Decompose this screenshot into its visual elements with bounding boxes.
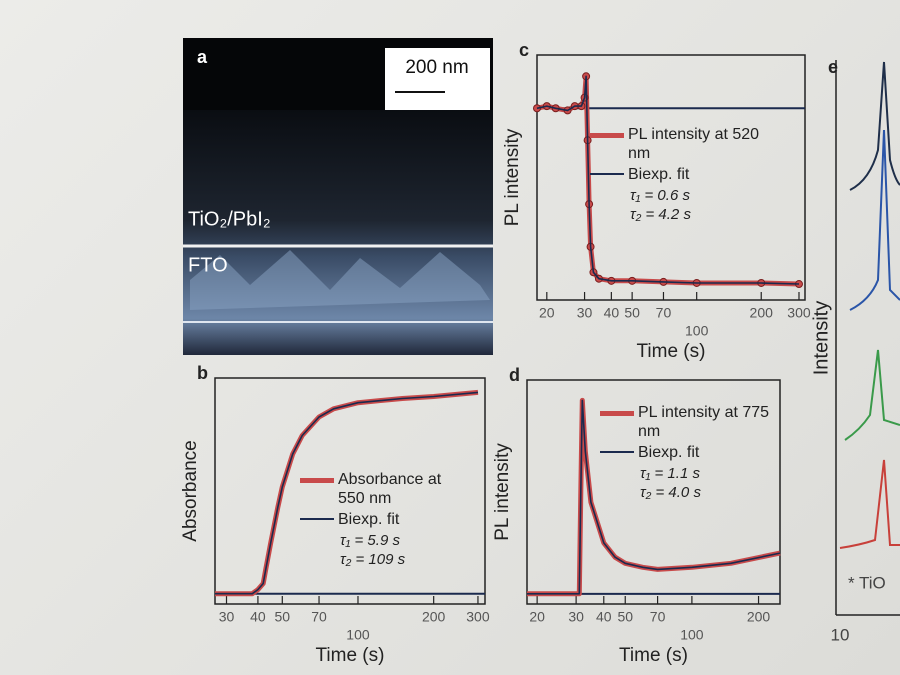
legend-swatch (600, 411, 634, 416)
x-tick-label: 100 (680, 627, 704, 643)
annotation: τ₁ = 5.9 s (340, 532, 400, 549)
sem-texture (183, 110, 493, 355)
x-tick-label: 40 (250, 609, 266, 625)
y-axis-label: PL intensity (492, 443, 513, 541)
trace (844, 349, 900, 441)
x-tick-label: 200 (750, 305, 774, 321)
legend-fragment: * TiO (848, 573, 886, 592)
x-tick-label: 70 (650, 609, 666, 625)
legend-swatch (590, 133, 624, 138)
legend-label: PL intensity at 520 nm (628, 126, 760, 162)
legend-entry: Biexp. fit (600, 443, 770, 462)
legend: PL intensity at 775 nm Biexp. fit τ₁ = 1.1… (600, 403, 770, 502)
trace (849, 61, 900, 191)
plot-frame (526, 379, 781, 605)
plot-frame (536, 54, 806, 301)
y-axis-label: PL intensity (502, 128, 523, 226)
x-tick-label: 50 (274, 609, 290, 625)
legend-swatch (590, 173, 624, 175)
sem-crystals (190, 250, 490, 310)
trace (849, 129, 900, 311)
panel-label: a (197, 47, 208, 67)
scale-bar-label: 200 nm (405, 57, 468, 78)
x-tick-label: 200 (422, 609, 446, 625)
legend: PL intensity at 520 nm Biexp. fit τ₁ = 0.6… (590, 125, 780, 224)
legend-entry: PL intensity at 520 nm (590, 125, 780, 163)
layer-label: FTO (188, 254, 228, 276)
x-tick-label: 300 (466, 609, 490, 625)
panel-label: c (519, 40, 529, 60)
x-tick-label: 70 (656, 305, 672, 321)
annotation: τ₂ = 4.0 s (640, 484, 701, 501)
plot-frame (214, 377, 486, 605)
x-tick-label: 100 (685, 323, 709, 339)
trace (839, 459, 900, 549)
y-axis-label: Absorbance (180, 440, 201, 541)
legend-swatch (600, 451, 634, 453)
legend-entry: Absorbance at 550 nm (300, 470, 460, 508)
x-tick-label: 40 (596, 609, 612, 625)
x-tick-label: 30 (568, 609, 584, 625)
legend-entry: Biexp. fit (590, 165, 780, 184)
legend-swatch (300, 518, 334, 520)
legend-label: Biexp. fit (338, 511, 400, 528)
legend-label: PL intensity at 775 nm (638, 404, 770, 440)
x-tick-label: 20 (539, 305, 555, 321)
x-axis-label: Time (s) (316, 645, 385, 666)
series-line (527, 399, 781, 595)
panel-label: d (509, 365, 520, 385)
layer-label: TiO₂/PbI₂ (188, 208, 271, 230)
legend-label: Biexp. fit (628, 166, 690, 183)
x-tick-label: 300 (787, 305, 811, 321)
x-tick-label: 30 (577, 305, 593, 321)
annotation: τ₁ = 1.1 s (640, 465, 700, 482)
annotation: τ₂ = 109 s (340, 551, 406, 568)
legend-label: Biexp. fit (638, 444, 700, 461)
x-tick-label: 50 (617, 609, 633, 625)
x-tick-label: 100 (346, 627, 370, 643)
x-tick-label: 40 (604, 305, 620, 321)
x-axis-label: Time (s) (619, 645, 688, 666)
legend-entry: Biexp. fit (300, 510, 460, 529)
annotation: τ₂ = 4.2 s (630, 206, 691, 223)
x-tick-label: 20 (529, 609, 545, 625)
x-tick-label: 200 (747, 609, 771, 625)
legend: Absorbance at 550 nm Biexp. fit τ₁ = 5.9 s… (300, 470, 460, 569)
x-tick-label: 10 (831, 625, 850, 644)
panel-label: e (828, 57, 838, 77)
panel-label: b (197, 363, 208, 383)
x-tick-label: 30 (219, 609, 235, 625)
legend-swatch (300, 478, 334, 483)
series-line (536, 75, 800, 285)
legend-label: Absorbance at 550 nm (338, 471, 442, 507)
legend-entry: PL intensity at 775 nm (600, 403, 770, 441)
x-tick-label: 50 (624, 305, 640, 321)
y-axis-label: Intensity (810, 301, 832, 375)
scale-bar-box (385, 48, 490, 110)
x-axis-label: Time (s) (637, 341, 706, 362)
annotation: τ₁ = 0.6 s (630, 187, 690, 204)
x-tick-label: 70 (311, 609, 327, 625)
series-line (215, 391, 479, 595)
